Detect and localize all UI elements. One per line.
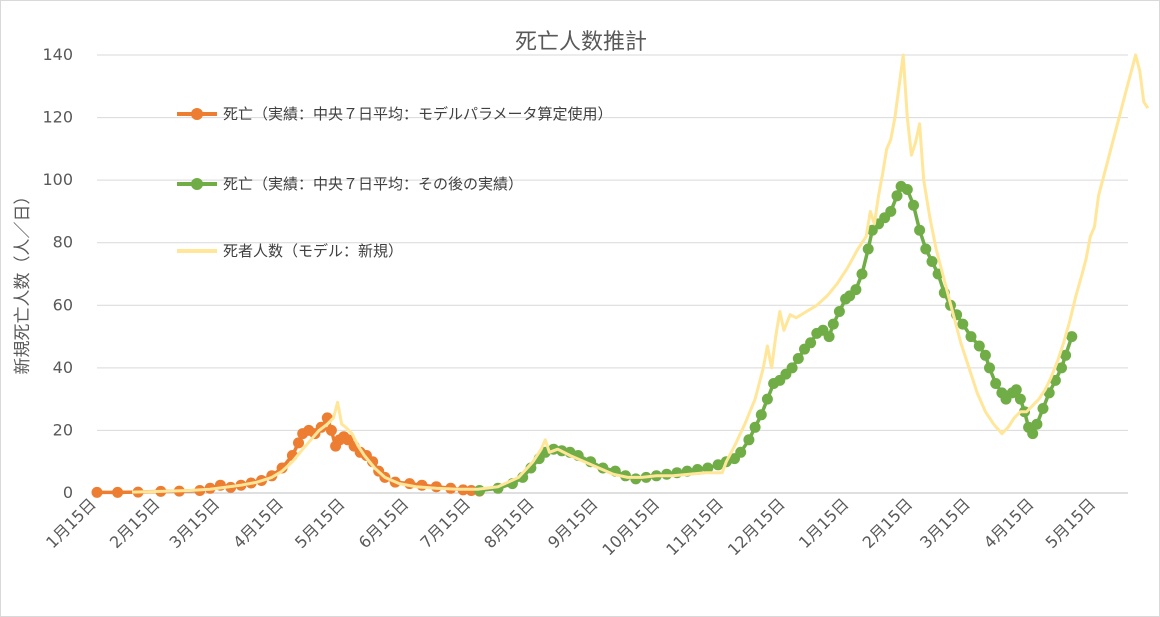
x-tick-label: 9月15日 [544,494,602,552]
data-point [112,486,124,498]
x-tick-label: 8月15日 [480,494,538,552]
data-point [749,421,761,433]
data-point [293,437,304,449]
x-tick-label: 10月15日 [598,494,663,559]
data-point [856,268,868,280]
data-point [850,284,862,296]
legend-item: 死亡（実績：中央７日平均：モデルパラメータ算定使用） [177,105,613,123]
data-point [979,349,991,361]
x-tick-label: 4月15日 [980,494,1038,552]
data-point [914,224,926,236]
x-tick-label: 5月15日 [291,494,349,552]
data-point [1014,393,1026,405]
x-tick-label: 6月15日 [355,494,413,552]
legend-label: 死者人数（モデル：新規） [223,242,403,260]
x-tick-label: 1月15日 [42,494,100,552]
legend-marker [191,178,203,190]
data-point [702,462,714,474]
legend-label: 死亡（実績：中央７日平均：モデルパラメータ算定使用） [223,105,613,123]
data-point [920,243,932,255]
y-tick-label: 20 [53,420,73,439]
y-tick-label: 0 [63,483,73,502]
data-point [862,243,874,255]
legend: 死亡（実績：中央７日平均：モデルパラメータ算定使用） 死亡（実績：中央７日平均：そ… [177,105,613,260]
data-point [1031,418,1043,430]
data-point [885,205,897,217]
data-point [761,393,773,405]
data-point [416,479,428,491]
x-tick-label: 11月15日 [662,494,727,559]
legend-marker [191,108,203,120]
data-point [984,362,995,374]
y-tick-label: 80 [53,233,73,252]
data-point [805,337,817,349]
data-point [1049,374,1061,386]
data-point [823,331,835,343]
x-tick-label: 2月15日 [859,494,917,552]
gridlines [97,54,1128,494]
x-tick-label: 3月15日 [166,494,224,552]
y-tick-label: 120 [42,108,73,127]
data-point [1010,384,1022,396]
legend-item: 死亡（実績：中央７日平均：その後の実績） [177,175,523,193]
series-line [131,53,1150,494]
y-tick-label: 140 [42,45,73,64]
data-point [1060,349,1072,361]
legend-label: 死亡（実績：中央７日平均：その後の実績） [223,175,523,193]
data-point [1056,362,1067,374]
data-point [973,340,985,352]
data-point [1027,428,1039,440]
chart-title: 死亡人数推計 [515,30,647,55]
series-3 [131,53,1150,494]
x-tick-label: 4月15日 [229,494,287,552]
data-point [325,424,337,436]
x-tick-label: 5月15日 [1042,494,1100,552]
x-tick-label: 3月15日 [916,494,974,552]
data-point [957,318,969,330]
data-point [1066,331,1078,343]
data-point [792,353,804,364]
data-point [1037,403,1049,414]
series-1 [91,412,485,498]
x-tick-label: 2月15日 [106,494,164,552]
data-point [91,486,103,498]
data-point [661,468,673,480]
data-point [965,331,977,343]
data-point [755,409,767,421]
data-point [786,362,798,374]
data-point [990,378,1002,389]
y-tick-label: 100 [42,170,73,189]
data-point [735,446,747,458]
x-axis: 1月15日 2月15日 3月15日 4月15日 5月15日 6月15日 7月15日 8月15日… [42,494,1099,559]
data-point [926,256,938,267]
data-point [276,462,288,474]
x-tick-label: 1月15日 [795,494,853,552]
x-tick-label: 7月15日 [416,494,474,552]
y-tick-label: 60 [53,295,73,314]
x-tick-label: 12月15日 [724,494,789,559]
y-axis-title: 新規死亡人数（人／日） [13,188,33,375]
data-point [827,318,839,330]
data-point [833,306,845,317]
data-point [908,199,919,211]
y-axis: 0 20 40 60 80 100 120 140 [42,45,73,502]
data-point [891,190,903,202]
legend-item: 死者人数（モデル：新規） [177,242,403,260]
data-point [743,434,755,446]
y-tick-label: 40 [53,358,73,377]
series-group [91,53,1150,498]
data-point [901,184,913,195]
